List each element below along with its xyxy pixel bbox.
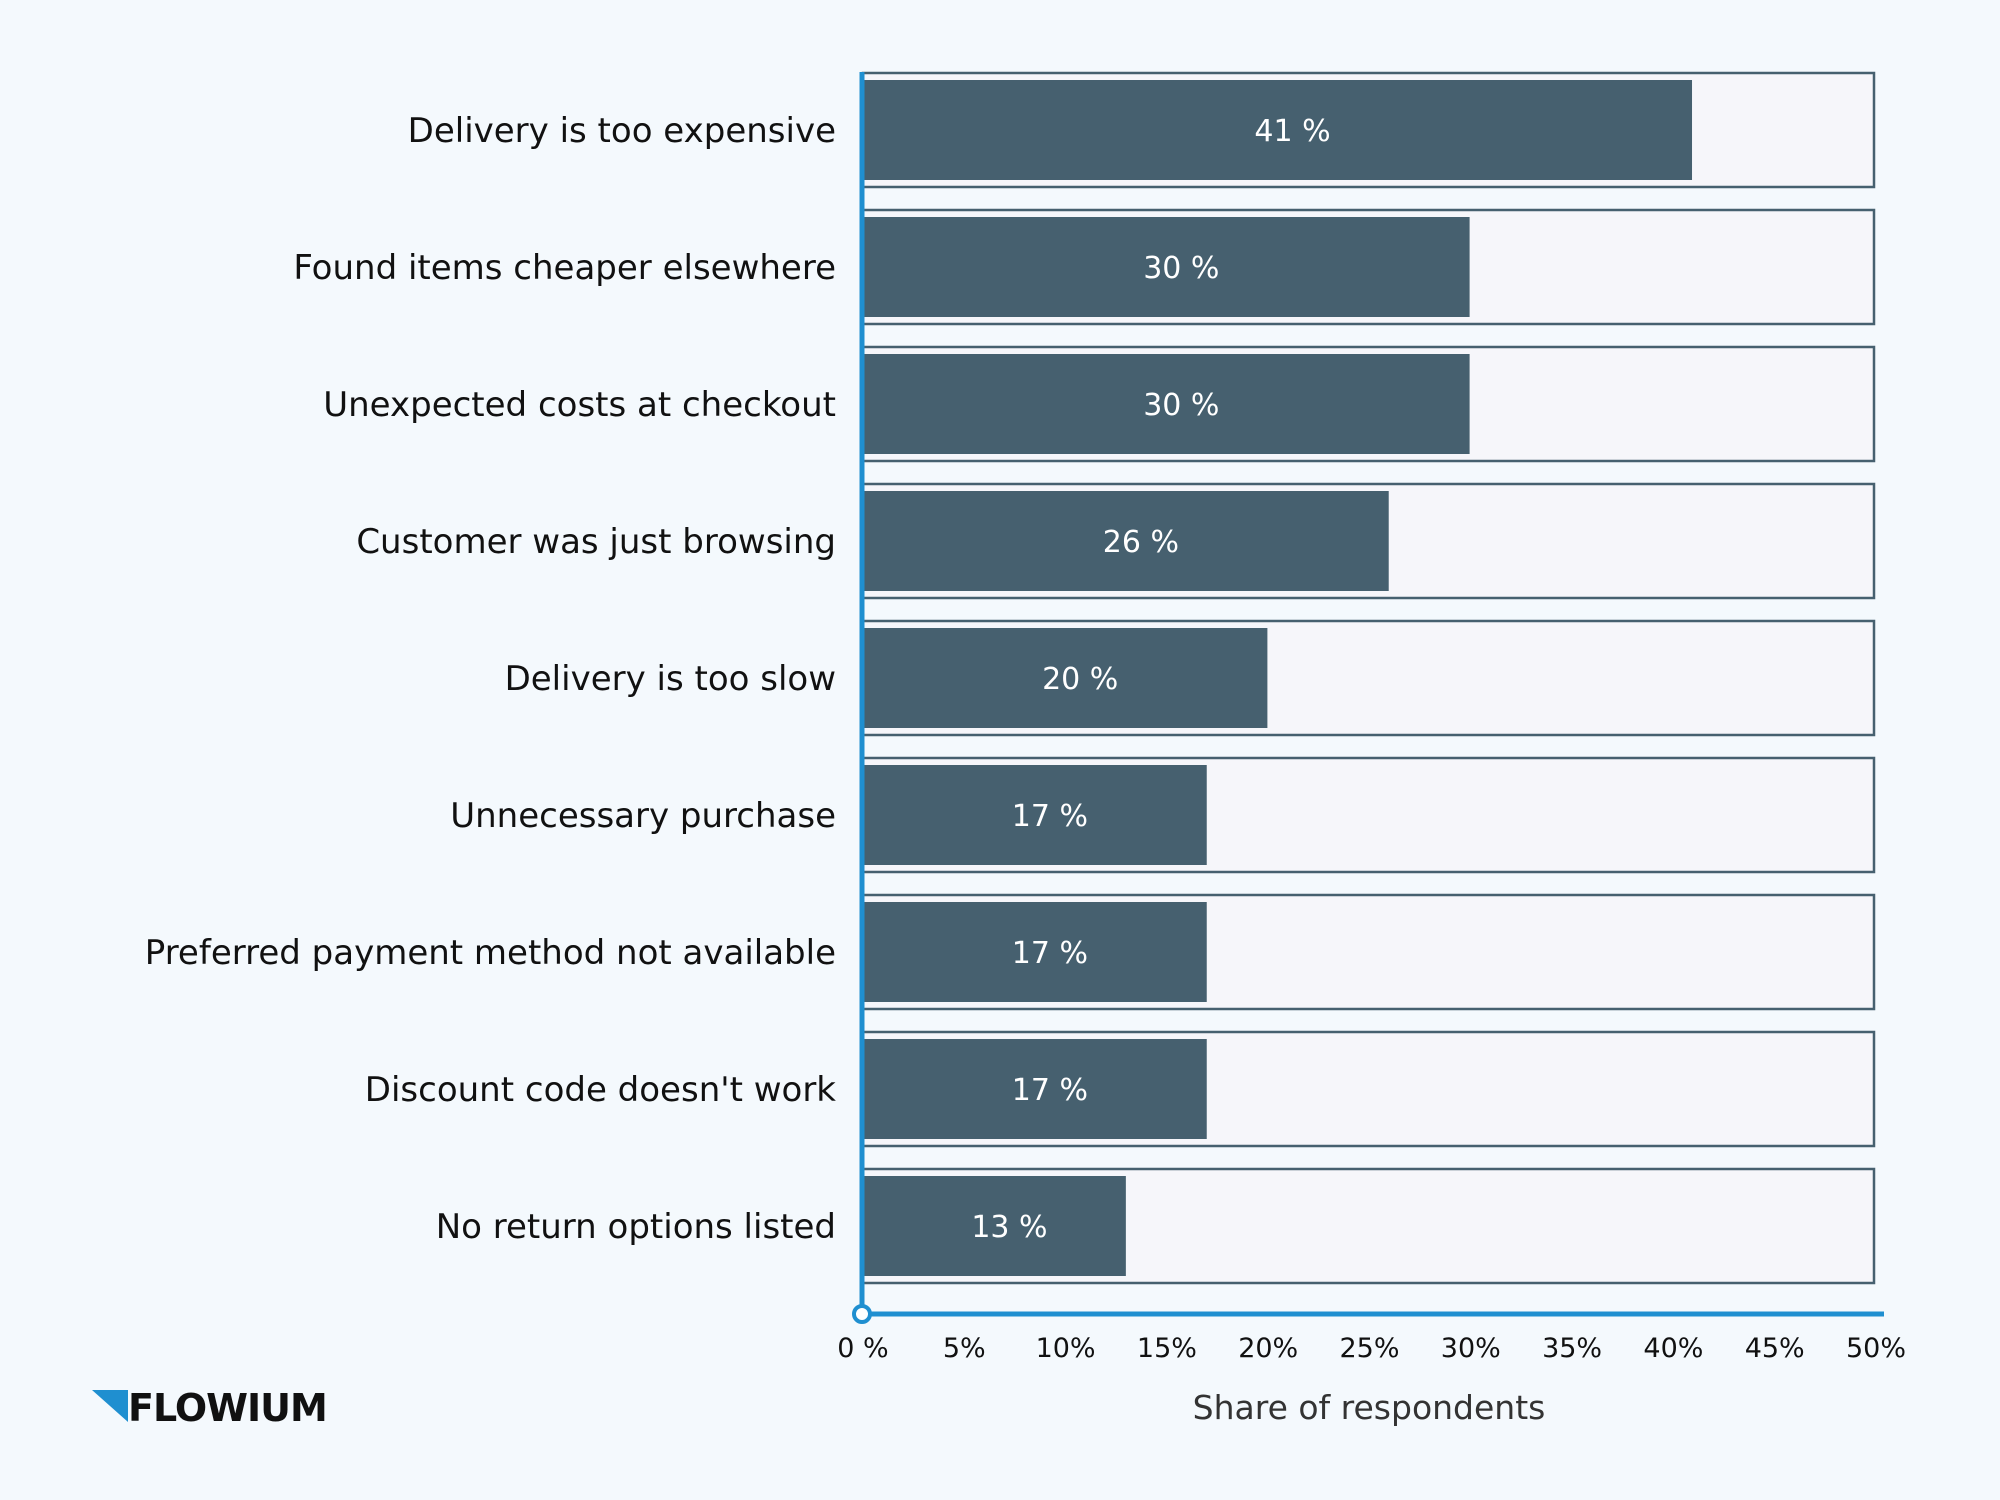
bar-value-label: 30 % [1143,388,1219,423]
x-tick-label: 5% [943,1333,986,1364]
bar [863,1176,1126,1276]
x-tick-label: 45% [1745,1333,1805,1364]
category-label: No return options listed [436,1207,836,1247]
axes [852,72,1884,1324]
bar-value-label: 20 % [1042,662,1118,697]
bar [863,628,1268,728]
x-tick-label: 50% [1846,1333,1906,1364]
bar [863,217,1470,317]
x-tick-label: 0 % [837,1333,888,1364]
logo-wordmark: FLOWIUM [128,1386,327,1430]
bar [863,80,1693,180]
value-labels: 41 % 30 % 30 % 26 % 20 % 17 % 17 % 17 % 13 % [971,114,1330,1245]
category-labels: Delivery is too expensive Found items che… [145,111,837,1247]
brand-logo: FLOWIUM [92,1386,328,1430]
x-tick-label: 35% [1542,1333,1602,1364]
logo-mark-icon [92,1390,128,1422]
bar [863,354,1470,454]
category-label: Preferred payment method not available [145,933,836,973]
category-label: Unnecessary purchase [450,796,836,836]
bar-value-label: 41 % [1254,114,1330,149]
category-label: Delivery is too slow [505,659,836,699]
category-label: Delivery is too expensive [408,111,836,151]
axis-origin-marker [852,1304,872,1324]
bar-value-label: 30 % [1143,251,1219,286]
bar-value-label: 17 % [1012,936,1088,971]
x-tick-label: 15% [1137,1333,1197,1364]
bar [863,491,1389,591]
x-tick-label: 25% [1339,1333,1399,1364]
x-axis-title: Share of respondents [1193,1388,1546,1427]
category-label: Discount code doesn't work [365,1070,837,1110]
category-label: Found items cheaper elsewhere [293,248,836,288]
bar-value-label: 13 % [971,1210,1047,1245]
bar-value-label: 17 % [1012,1073,1088,1108]
bar [863,1039,1207,1139]
x-tick-label: 10% [1036,1333,1096,1364]
category-label: Unexpected costs at checkout [323,385,836,425]
bar [863,765,1207,865]
x-tick-label: 30% [1441,1333,1501,1364]
category-label: Customer was just browsing [356,522,836,562]
x-tick-label: 40% [1643,1333,1703,1364]
x-tick-labels: 0 % 5% 10% 15% 20% 25% 30% 35% 40% 45% 50% [837,1333,1906,1364]
bar-value-label: 17 % [1012,799,1088,834]
x-tick-label: 20% [1238,1333,1298,1364]
bar-value-label: 26 % [1103,525,1179,560]
bars [863,80,1693,1276]
bar [863,902,1207,1002]
